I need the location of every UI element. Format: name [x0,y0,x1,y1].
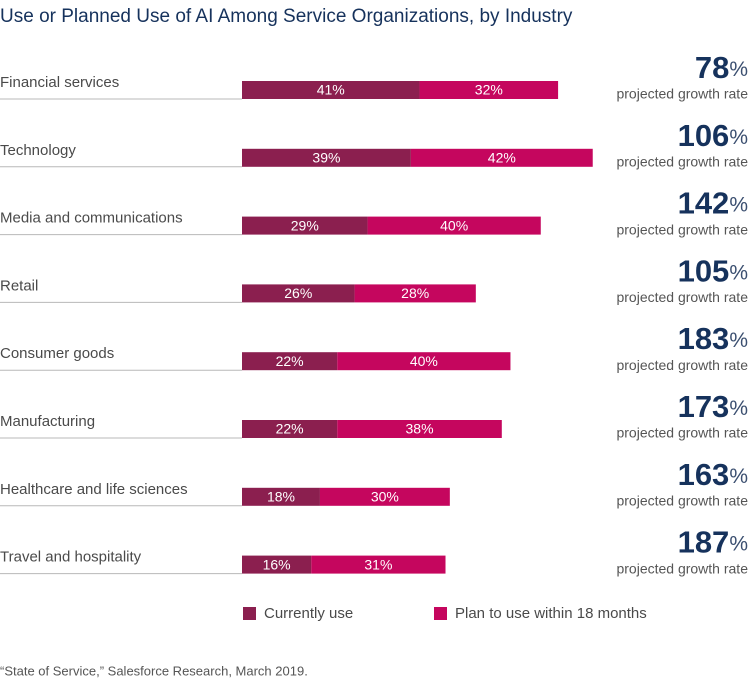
bar-segment [311,555,446,574]
chart-title: Use or Planned Use of AI Among Service O… [0,6,573,27]
growth-caption: projected growth rate [616,493,748,509]
bar-segment [242,216,368,235]
legend-label: Currently use [264,605,353,622]
bar-value-label: 26% [284,285,312,301]
growth-caption: projected growth rate [616,154,748,170]
bar-segment [242,420,338,438]
bar-segment [242,81,420,99]
category-label: Financial services [0,74,119,91]
bar-segment [242,284,355,303]
bar-value-label: 29% [291,217,319,233]
growth-caption: projected growth rate [616,560,748,576]
bar-segment [337,352,511,371]
category-label: Technology [0,142,76,159]
bar-segment [419,81,559,99]
growth-value: 106% [678,118,748,153]
bar-value-label: 16% [263,556,291,572]
bar-segment [354,284,476,303]
category-label: Manufacturing [0,413,95,430]
bar-segment [242,487,320,506]
growth-caption: projected growth rate [616,357,748,373]
growth-caption: projected growth rate [616,289,748,305]
growth-caption: projected growth rate [616,86,748,102]
legend-swatch [434,607,447,620]
growth-value: 142% [678,186,748,221]
legend-swatch [243,607,256,620]
bar-value-label: 31% [364,556,392,572]
bar-value-label: 30% [371,489,399,505]
growth-value: 78% [695,50,748,85]
bar-value-label: 18% [267,489,295,505]
bar-value-label: 42% [488,150,516,166]
bar-segment [242,352,338,371]
category-label: Healthcare and life sciences [0,481,188,498]
growth-caption: projected growth rate [616,425,748,441]
bar-value-label: 22% [276,353,304,369]
bar-value-label: 40% [440,217,468,233]
bar-value-label: 38% [406,421,434,437]
growth-value: 163% [678,457,748,492]
bar-segment [242,148,411,167]
category-label: Media and communications [0,210,183,227]
bar-value-label: 28% [401,285,429,301]
bar-value-label: 41% [317,82,345,98]
bar-segment [367,216,541,235]
bar-value-label: 32% [475,82,503,98]
source-note: “State of Service,” Salesforce Research,… [0,663,308,678]
category-label: Consumer goods [0,345,114,362]
category-label: Travel and hospitality [0,549,142,566]
growth-caption: projected growth rate [616,221,748,237]
bar-segment [410,148,593,167]
growth-value: 105% [678,254,748,289]
growth-value: 183% [678,321,748,356]
growth-value: 187% [678,525,748,560]
growth-value: 173% [678,389,748,424]
bar-segment [242,555,312,574]
bar-segment [319,487,450,506]
category-label: Retail [0,277,38,294]
bar-value-label: 39% [312,150,340,166]
bar-value-label: 40% [410,353,438,369]
bar-value-label: 22% [276,421,304,437]
bar-segment [337,420,502,438]
legend-label: Plan to use within 18 months [455,605,647,622]
